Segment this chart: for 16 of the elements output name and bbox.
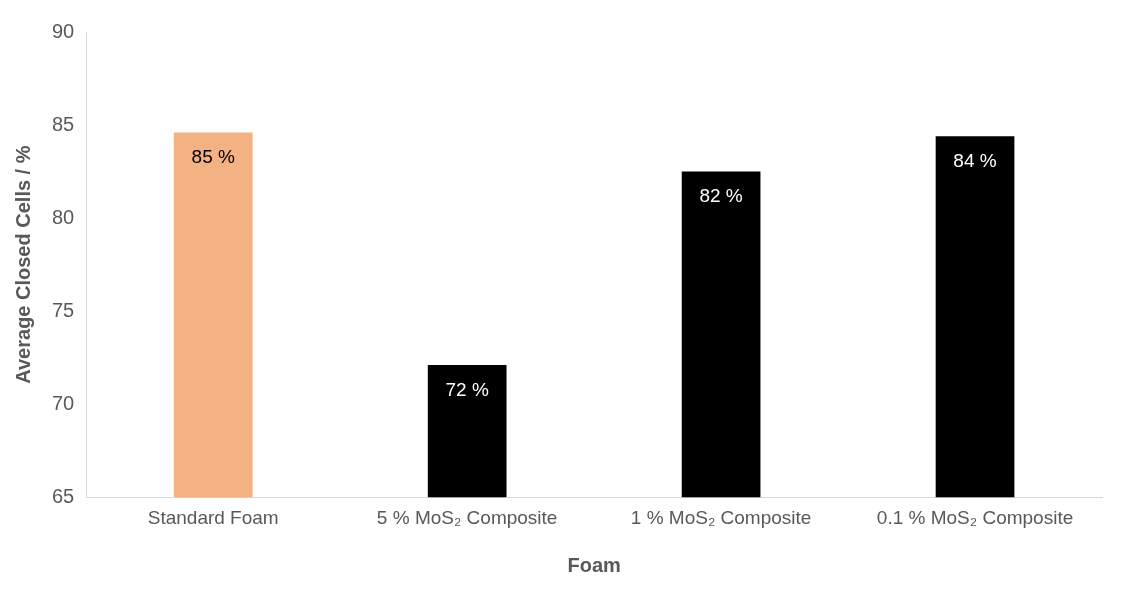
y-tick-label: 70 (52, 391, 75, 414)
data-label: 72 % (445, 378, 489, 400)
data-label: 82 % (699, 185, 743, 207)
x-tick-label: 5 % MoS₂ Composite (376, 506, 558, 528)
x-tick-label: 1 % MoS₂ Composite (630, 506, 812, 528)
y-tick-label: 65 (52, 484, 75, 507)
x-axis-title: Foam (567, 553, 621, 576)
x-tick-label: Standard Foam (147, 506, 279, 528)
y-tick-label: 75 (52, 298, 75, 321)
y-tick-label: 80 (52, 205, 75, 228)
data-label: 84 % (953, 149, 997, 171)
y-tick-label: 90 (52, 19, 75, 42)
y-axis-title: Average Closed Cells / % (11, 145, 34, 384)
x-tick-label: 0.1 % MoS₂ Composite (876, 506, 1074, 528)
y-tick-label: 85 (52, 112, 75, 135)
data-label: 85 % (191, 146, 235, 168)
